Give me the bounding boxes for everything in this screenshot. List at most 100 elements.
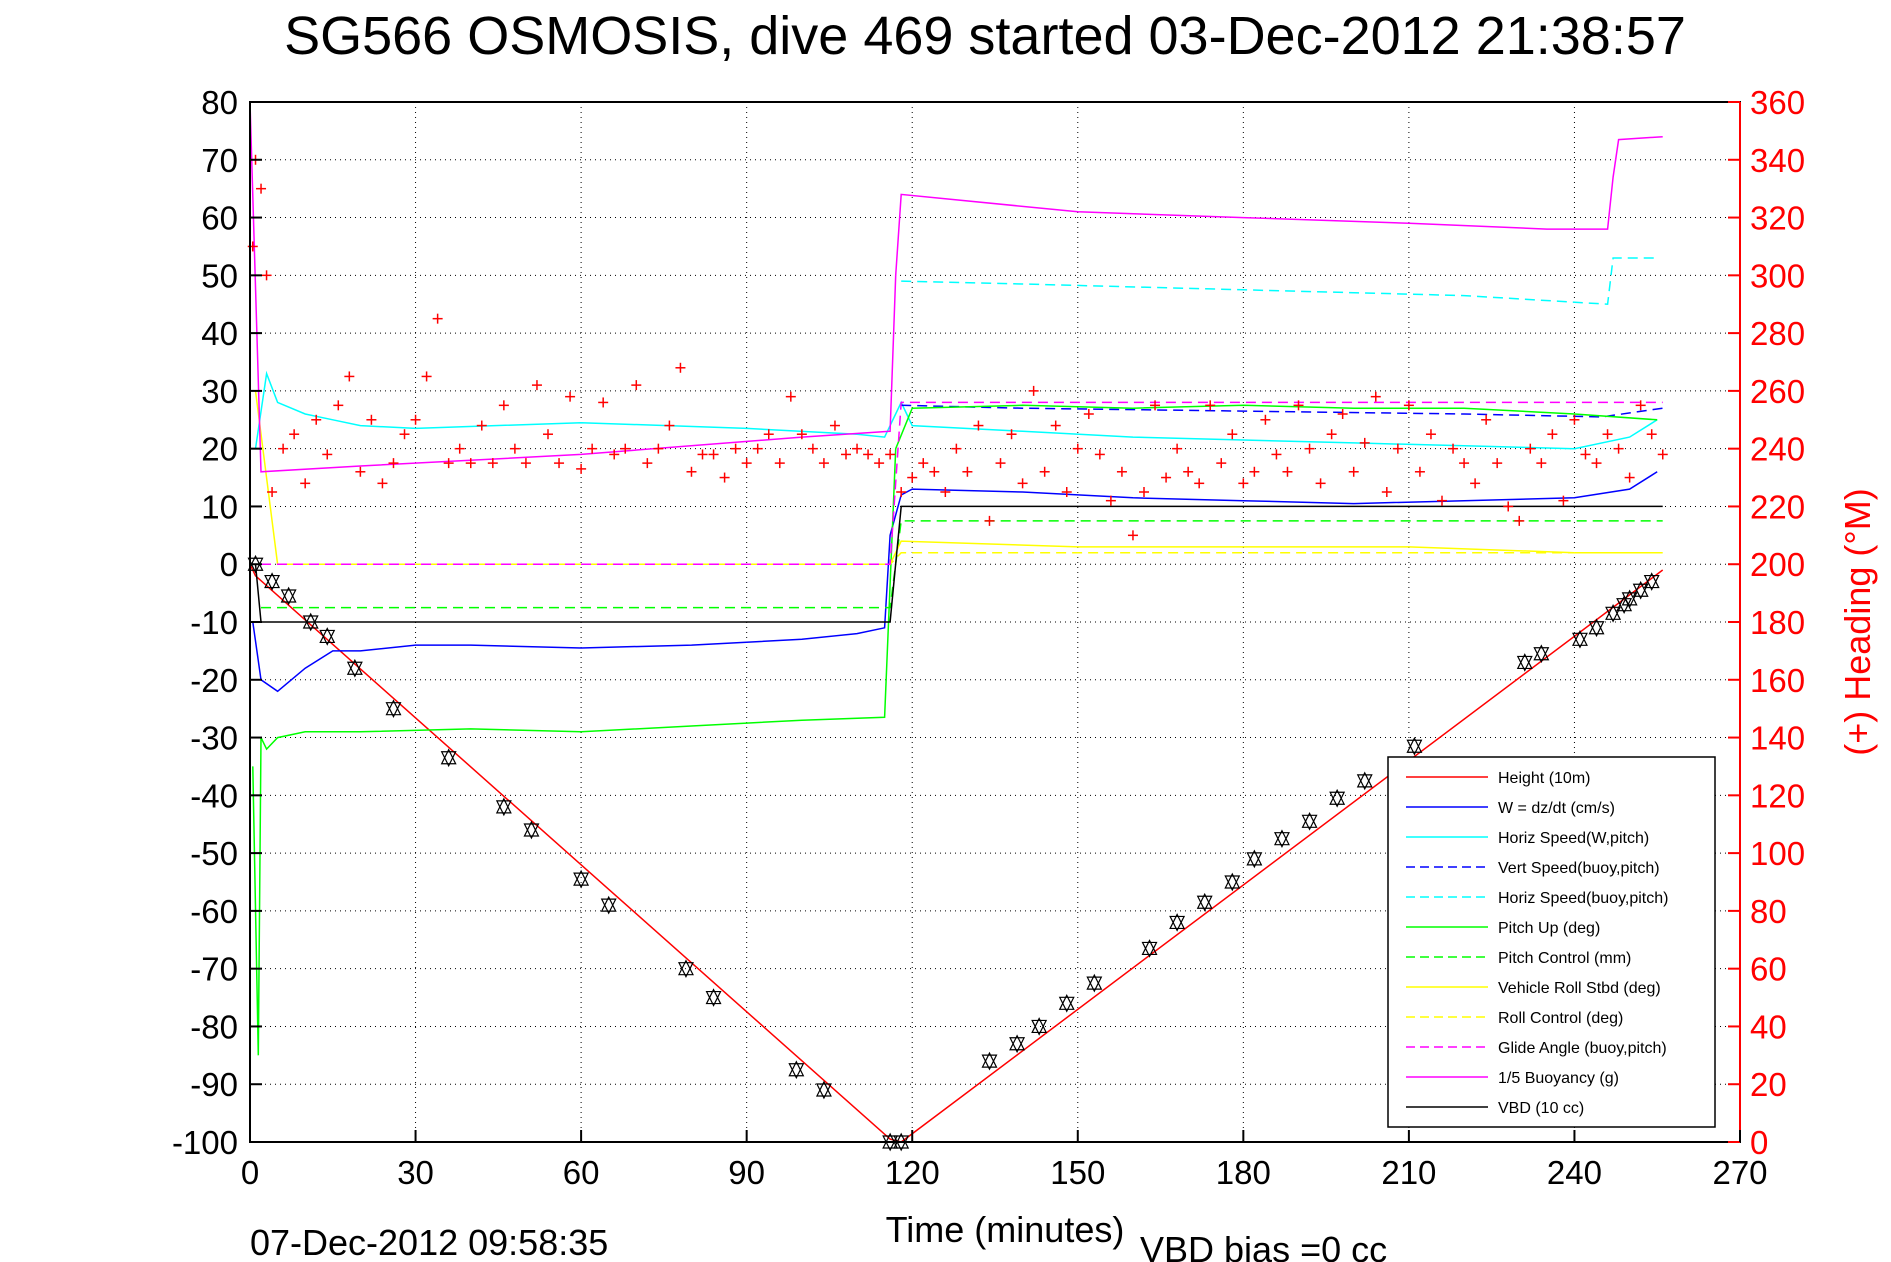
depth-marker-down — [1616, 598, 1633, 615]
heading-point — [1635, 400, 1646, 411]
heading-point — [1503, 501, 1514, 512]
depth-marker-up — [788, 1060, 805, 1077]
heading-point — [1006, 429, 1017, 440]
heading-point — [1525, 443, 1536, 454]
heading-point — [1127, 530, 1138, 541]
tick-label-left: -40 — [190, 777, 238, 814]
depth-marker — [1406, 736, 1423, 756]
tick-label-left: 40 — [201, 315, 238, 352]
heading-point — [609, 449, 620, 460]
depth-marker-down — [1533, 647, 1550, 664]
heading-point — [741, 458, 752, 469]
heading-point — [686, 466, 697, 477]
heading-point — [1039, 466, 1050, 477]
legend-label: Height (10m) — [1498, 770, 1590, 787]
depth-marker-down — [1246, 852, 1263, 869]
depth-marker-down — [1588, 621, 1605, 638]
depth-marker — [1301, 811, 1318, 831]
heading-point — [719, 472, 730, 483]
tick-label-right: 20 — [1750, 1066, 1787, 1103]
tick-label-right: 260 — [1750, 373, 1805, 410]
heading-point — [785, 391, 796, 402]
depth-marker-down — [1643, 574, 1660, 591]
depth-marker — [1224, 872, 1241, 892]
heading-point — [940, 487, 951, 497]
heading-point — [620, 443, 631, 454]
heading-point — [454, 443, 465, 454]
heading-point — [278, 443, 289, 454]
tick-label-right: 120 — [1750, 777, 1805, 814]
heading-point — [1470, 478, 1481, 489]
heading-point — [598, 397, 609, 408]
depth-marker-down — [1329, 791, 1346, 808]
legend-label: Pitch Up (deg) — [1498, 920, 1600, 937]
depth-marker-down — [1516, 655, 1533, 672]
heading-point — [399, 429, 410, 440]
heading-point — [300, 478, 311, 489]
tick-label-x: 90 — [728, 1154, 765, 1191]
tick-label-right: 0 — [1750, 1124, 1768, 1161]
heading-point — [1481, 414, 1492, 425]
depth-marker — [1009, 1034, 1026, 1054]
tick-label-left: 30 — [201, 373, 238, 410]
heading-point — [1172, 443, 1183, 454]
series-w-dz-dt-cm-s — [252, 471, 1658, 693]
depth-marker-up — [440, 748, 457, 765]
heading-point — [1083, 409, 1094, 419]
tick-label-x: 120 — [885, 1154, 940, 1191]
heading-point — [388, 458, 399, 469]
heading-point — [1028, 385, 1039, 396]
depth-marker — [346, 658, 363, 678]
heading-point — [487, 458, 498, 469]
heading-point — [1437, 495, 1447, 506]
heading-point — [874, 458, 885, 469]
heading-point — [708, 449, 719, 460]
heading-point — [587, 443, 598, 454]
tick-label-left: 80 — [201, 84, 238, 121]
depth-marker-up — [1058, 993, 1075, 1010]
series-horiz-speed-w-pitch — [254, 370, 1658, 450]
heading-point — [498, 400, 509, 411]
legend-box — [1387, 756, 1716, 1128]
heading-point — [421, 371, 432, 382]
heading-point — [311, 414, 322, 425]
depth-marker-down — [1273, 832, 1290, 849]
tick-label-x: 60 — [563, 1154, 600, 1191]
depth-marker-down — [1621, 592, 1638, 609]
heading-point — [1094, 449, 1105, 460]
heading-point — [1260, 414, 1271, 425]
tick-label-x: 240 — [1547, 1154, 1602, 1191]
heading-point — [995, 458, 1006, 469]
depth-marker-up — [264, 572, 281, 589]
heading-point — [973, 420, 984, 431]
heading-point — [929, 466, 940, 477]
x-axis-label: Time (minutes) — [886, 1209, 1125, 1250]
heading-point — [818, 458, 829, 469]
depth-marker-down — [523, 823, 540, 840]
tick-label-x: 150 — [1050, 1154, 1105, 1191]
tick-label-right: 40 — [1750, 1008, 1787, 1045]
depth-marker — [1588, 618, 1605, 638]
depth-marker-down — [981, 1054, 998, 1071]
heading-point — [355, 466, 366, 477]
legend-label: Glide Angle (buoy,pitch) — [1498, 1040, 1667, 1057]
tick-label-left: -80 — [190, 1008, 238, 1045]
depth-marker-down — [1169, 915, 1186, 932]
tick-label-left: 0 — [220, 546, 238, 583]
heading-point — [576, 463, 587, 474]
depth-marker-up — [1009, 1034, 1026, 1051]
heading-point — [1414, 466, 1425, 477]
depth-marker-up — [1329, 788, 1346, 805]
y-axis-left: 80 70 60 50 40 30 20 10 0 -10 -20 -30 -40 -50 -60 -70 -8… — [172, 84, 262, 1161]
heading-point — [697, 449, 708, 460]
depth-marker-down — [302, 615, 319, 632]
depth-marker-down — [1224, 875, 1241, 892]
depth-marker-up — [1605, 603, 1622, 620]
depth-marker-up — [1301, 811, 1318, 828]
heading-point — [829, 420, 840, 431]
heading-point — [1161, 472, 1172, 483]
x-axis: 0 30 60 90 120 150 180 210 240 270 — [241, 1130, 1768, 1191]
depth-marker-up — [346, 658, 363, 675]
depth-marker — [280, 586, 297, 606]
depth-marker-up — [1356, 771, 1373, 788]
